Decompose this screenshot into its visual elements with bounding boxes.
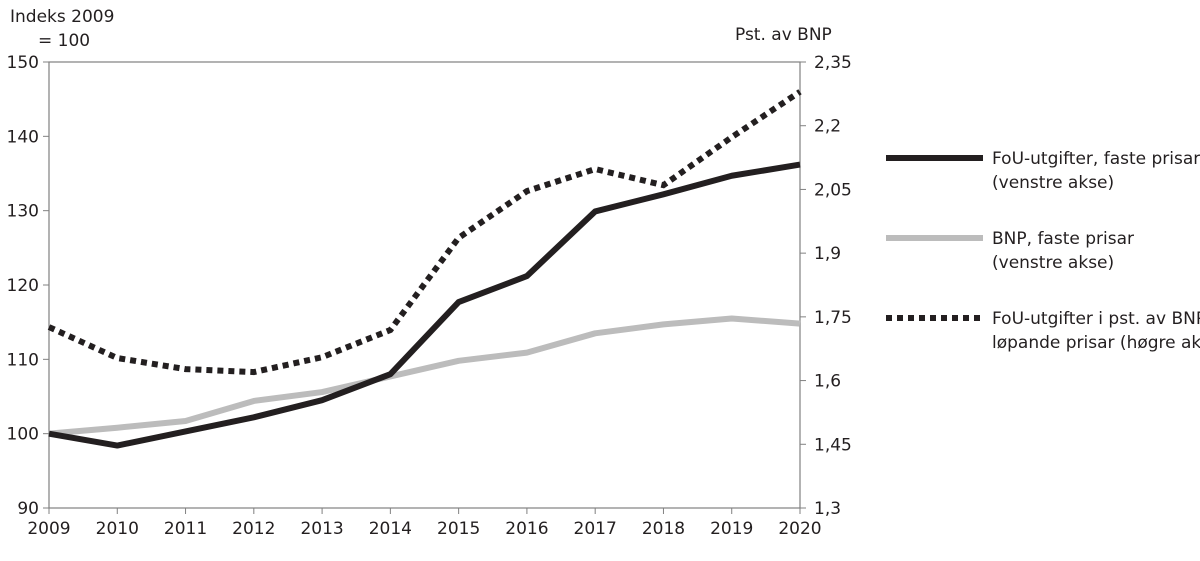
x-tick-label: 2017 <box>574 519 617 539</box>
right-tick-label: 1,9 <box>814 244 841 264</box>
left-tick-label: 140 <box>7 127 39 147</box>
x-tick-label: 2018 <box>642 519 685 539</box>
left-tick-label: 100 <box>7 425 39 445</box>
x-tick-label: 2015 <box>437 519 480 539</box>
left-axis-label-line-2: = 100 <box>38 31 90 51</box>
right-tick-label: 2,35 <box>814 53 852 73</box>
right-tick-label: 1,3 <box>814 499 841 519</box>
x-tick-label: 2013 <box>300 519 343 539</box>
legend-label: løpande prisar (høgre akse) <box>992 333 1200 353</box>
left-tick-label: 90 <box>17 499 39 519</box>
x-tick-label: 2012 <box>232 519 275 539</box>
left-axis-label-line-1: Indeks 2009 <box>10 7 114 27</box>
left-tick-label: 120 <box>7 276 39 296</box>
x-tick-label: 2011 <box>164 519 207 539</box>
legend-label: (venstre akse) <box>992 173 1114 193</box>
right-tick-label: 1,45 <box>814 435 852 455</box>
left-tick-label: 110 <box>7 350 39 370</box>
x-tick-label: 2009 <box>27 519 70 539</box>
right-axis-label: Pst. av BNP <box>735 25 832 45</box>
right-tick-label: 1,6 <box>814 372 841 392</box>
x-tick-label: 2014 <box>369 519 412 539</box>
right-tick-label: 2,05 <box>814 180 852 200</box>
left-tick-label: 150 <box>7 53 39 73</box>
legend-label: BNP, faste prisar <box>992 229 1134 249</box>
x-tick-label: 2010 <box>96 519 139 539</box>
x-tick-label: 2020 <box>778 519 821 539</box>
legend-label: FoU-utgifter i pst. av BNP, <box>992 309 1200 329</box>
legend-label: (venstre akse) <box>992 253 1114 273</box>
x-tick-label: 2016 <box>505 519 548 539</box>
right-tick-label: 2,2 <box>814 117 841 137</box>
right-tick-label: 1,75 <box>814 308 852 328</box>
series-line-0 <box>49 165 800 446</box>
x-tick-label: 2019 <box>710 519 753 539</box>
left-tick-label: 130 <box>7 202 39 222</box>
legend-label: FoU-utgifter, faste prisar <box>992 149 1200 169</box>
series-line-2 <box>49 92 800 372</box>
